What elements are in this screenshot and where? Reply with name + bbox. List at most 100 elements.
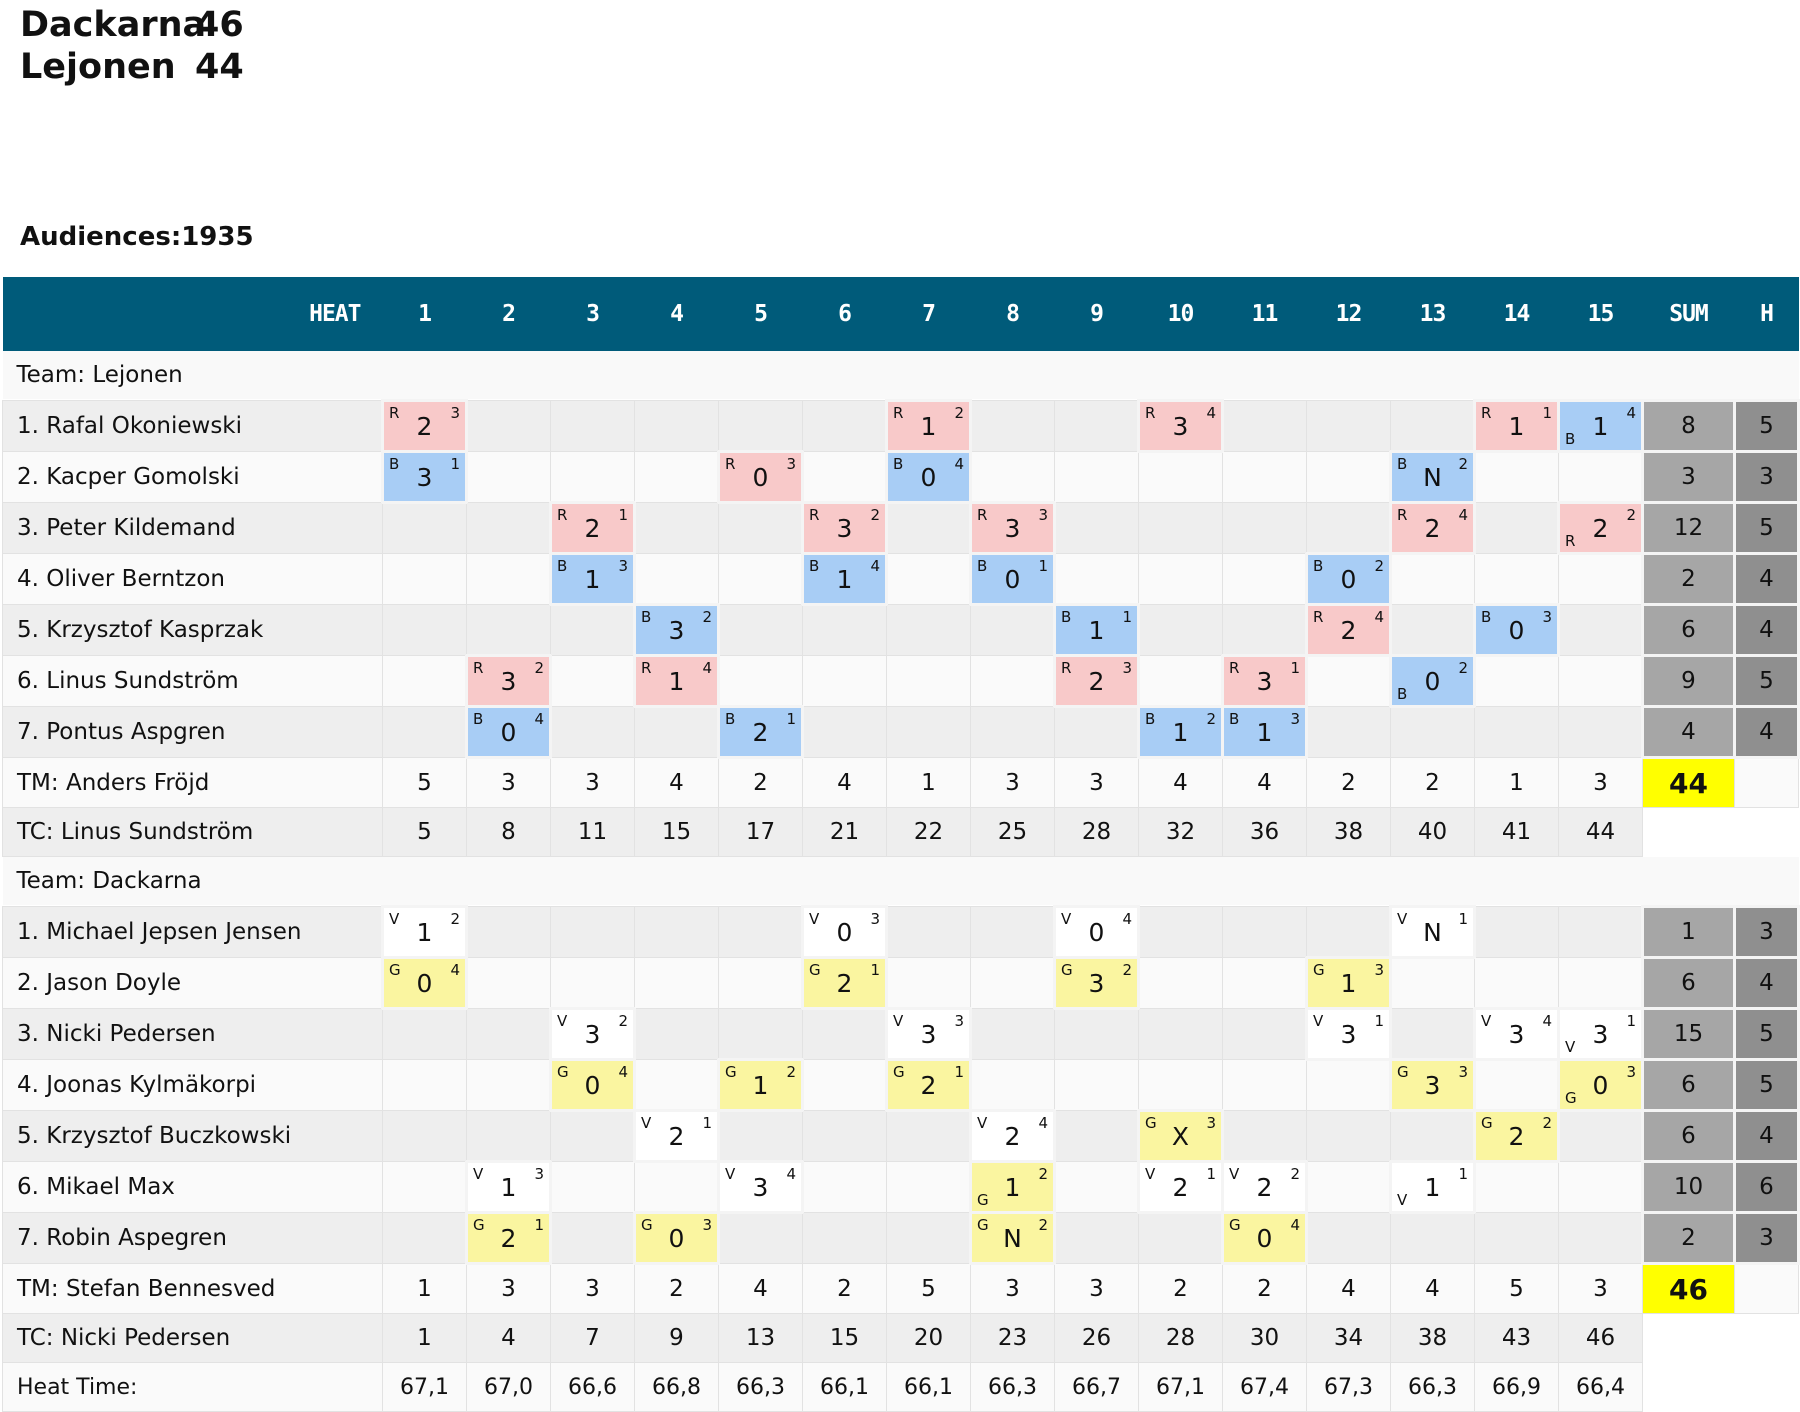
score-line-away: Lejonen 44 [20,46,244,88]
finish-position: 3 [1206,1114,1216,1132]
heat-team-points: 1 [886,757,971,808]
rider-row: 7. Robin Aspegren G 2 1 G 0 3 G N 2 G 0 4 2 3 [2,1211,1800,1265]
empty-heat-cell [1474,1161,1559,1213]
empty-heat-cell [466,451,551,503]
gate-letter: V [473,1165,484,1183]
empty-heat-cell [634,451,719,503]
heat-number-header: 14 [1474,277,1559,351]
header-row: HEAT 1 2 3 4 5 6 7 8 9 10 11 12 13 14 15 SUM H [2,277,1799,351]
empty-heat-cell [634,1008,719,1060]
gate-letter: G [893,1063,905,1081]
empty-heat-cell [886,655,971,707]
heat-points: 3 [836,513,853,543]
empty-heat-cell [970,604,1055,656]
rider-heats: 4 [1733,705,1800,759]
empty-heat-cell [550,400,635,452]
empty-heat-cell [1222,502,1307,554]
heat-points: 2 [1424,513,1441,543]
rider-row: 1. Rafal Okoniewski R 2 3 R 1 2 R 3 4 R 1 1 B 1 4 8 5 [2,399,1800,453]
empty-heat-cell [1222,1059,1307,1111]
cumulative-points: 17 [718,807,803,857]
heat-time-value: 66,6 [550,1362,635,1412]
finish-position: 2 [1038,1165,1048,1183]
heat-team-points: 3 [466,1263,551,1314]
gate-letter: B [809,557,820,575]
rider-row: 3. Nicki Pedersen V 3 2 V 3 3 V 3 1 V 3 4 V 3 1 15 5 [2,1007,1800,1061]
heat-points: 1 [500,1172,517,1202]
empty-heat-cell [1306,1059,1391,1111]
heat-time-row: Heat Time: 67,1 67,0 66,6 66,8 66,3 66,1 66,1 66… [2,1362,1799,1412]
empty-heat-cell [1054,451,1139,503]
finish-position: 1 [1374,1012,1384,1030]
heat-time-value: 66,7 [1054,1362,1139,1412]
empty-heat-cell [1558,1110,1643,1162]
rider-name: 4. Joonas Kylmäkorpi [2,1059,383,1111]
heat-time-value: 66,3 [1390,1362,1475,1412]
rider-heats: 4 [1733,956,1800,1010]
heat-team-points: 1 [382,1263,467,1314]
home-team-score: 46 [195,5,244,45]
empty-heat-cell [550,906,635,958]
cumulative-points: 28 [1054,807,1139,857]
heat-team-points: 3 [550,1263,635,1314]
empty-heat-cell [1138,502,1223,554]
empty-heat-cell [382,655,467,707]
finish-position: 4 [1206,404,1216,422]
gate-letter: R [1145,404,1156,422]
cumulative-points: 30 [1222,1313,1307,1363]
empty-heat-cell [1474,655,1559,707]
empty-heat-cell [1390,706,1475,758]
cumulative-points: 25 [970,807,1055,857]
finish-position: 3 [1374,961,1384,979]
team-label: Team: Lejonen [2,351,1799,401]
finish-position: 2 [1122,961,1132,979]
empty-heat-cell [886,604,971,656]
rider-name: 4. Oliver Berntzon [2,553,383,605]
finish-position: 2 [618,1012,628,1030]
finish-position: 3 [1122,659,1132,677]
heat-points: 1 [920,411,937,441]
empty-heat-cell [802,1110,887,1162]
team-manager-label: TM: Anders Fröjd [2,757,383,808]
finish-position: 4 [534,710,544,728]
heat-points: 2 [1004,1121,1021,1151]
gate-letter: G [1061,961,1073,979]
empty-heat-cell [382,1110,467,1162]
heat-team-points: 2 [802,1263,887,1314]
gate-letter: B [977,557,988,575]
gate-letter: R [1229,659,1240,677]
empty-heat-cell [802,400,887,452]
finish-position: 3 [1458,1063,1468,1081]
empty-heat-cell [1222,604,1307,656]
heat-points: 1 [1592,411,1609,441]
empty-cell [1643,1363,1735,1412]
empty-heat-cell [466,400,551,452]
finish-position: 3 [450,404,460,422]
empty-heat-cell [1558,1212,1643,1264]
heat-points: 1 [1088,615,1105,645]
finish-position: 1 [1542,404,1552,422]
empty-heat-cell [718,906,803,958]
heat-time-value: 66,1 [802,1362,887,1412]
heat-points: 2 [1592,513,1609,543]
empty-heat-cell [886,1110,971,1162]
empty-heat-cell [1222,957,1307,1009]
empty-heat-cell [886,906,971,958]
heat-points: 2 [920,1070,937,1100]
heat-points: 3 [1004,513,1021,543]
empty-heat-cell [634,553,719,605]
empty-heat-cell [1306,706,1391,758]
empty-heat-cell [886,502,971,554]
cumulative-points: 4 [466,1313,551,1363]
heat-time-value: 67,4 [1222,1362,1307,1412]
heat-points: 3 [1172,411,1189,441]
empty-heat-cell [382,1212,467,1264]
